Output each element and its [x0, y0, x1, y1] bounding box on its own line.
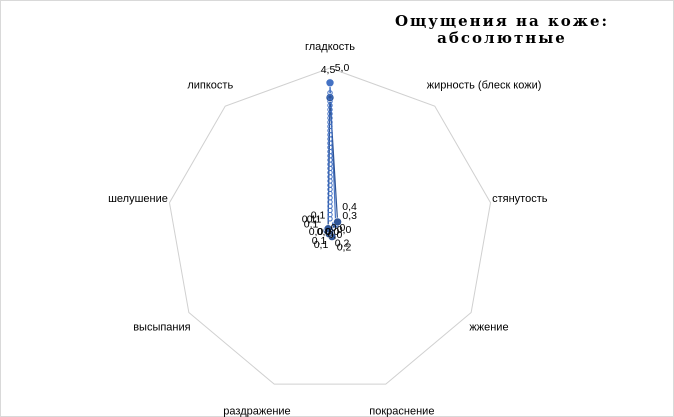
category-label-4: покраснение [369, 406, 434, 417]
data-label-s2-5: 0,1 [312, 235, 327, 247]
data-label-s2-7: 0,1 [302, 214, 317, 226]
data-label-s1-3: 0,0 [328, 229, 343, 241]
category-label-8: липкость [187, 80, 233, 92]
series-trail-marker [327, 216, 333, 222]
data-label-s2-0: 4,5 [321, 64, 336, 76]
data-label-s2-1: 0,4 [342, 201, 357, 213]
data-label-s1-7: 0,1 [304, 219, 319, 231]
chart-title-line-1: Ощущения на коже: [394, 12, 610, 30]
chart-title: Ощущения на коже: абсолютные [392, 13, 612, 47]
radar-outer-ring [168, 67, 492, 385]
chart-title-line-2: абсолютные [437, 29, 567, 47]
series-2-point-1 [333, 217, 342, 227]
category-labels: гладкость жирность (блеск кожи) стянутость… [108, 41, 548, 417]
category-label-6: высыпания [133, 322, 190, 334]
category-label-2: стянутость [492, 193, 548, 205]
data-label-s1-5: 0,1 [314, 239, 329, 251]
category-label-0: гладкость [305, 41, 355, 53]
data-label-s2-2: 0,0 [331, 222, 346, 234]
series-2-point-8 [323, 224, 333, 233]
radar-grid [168, 67, 492, 385]
category-label-7: шелушение [108, 193, 168, 205]
data-label-s2-4: 0,2 [335, 238, 350, 250]
category-label-5: раздражение [223, 406, 290, 417]
data-label-s1-6: 0,0 [317, 226, 332, 238]
data-label-s1-4: 0,2 [337, 242, 352, 254]
series-1-point-0 [325, 78, 335, 88]
data-label-s1-0: 5,0 [335, 62, 350, 74]
series-layer [322, 78, 342, 241]
category-label-3: жжение [469, 322, 508, 334]
data-label-s2-3: 0,0 [325, 226, 340, 238]
data-label-s2-8: 0,1 [307, 214, 322, 226]
data-label-s1-1: 0,3 [342, 210, 357, 222]
data-label-s1-2: 0,0 [337, 224, 352, 236]
data-label-s2-6: 0,0 [309, 226, 324, 238]
data-label-s1-8: 0,1 [311, 210, 326, 222]
category-label-1: жирность (блеск кожи) [427, 80, 542, 92]
data-labels: 5,00,30,00,00,20,10,00,10,14,50,40,00,00… [302, 62, 357, 254]
